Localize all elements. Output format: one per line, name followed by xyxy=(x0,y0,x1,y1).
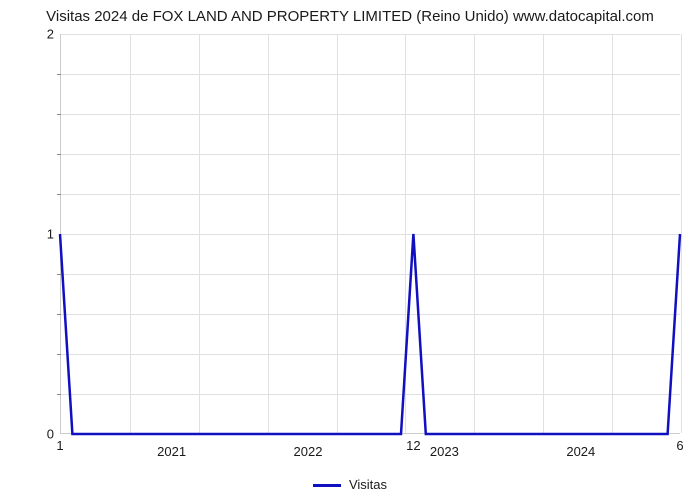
gridline-v xyxy=(681,34,682,433)
legend-label: Visitas xyxy=(349,477,387,492)
chart-title: Visitas 2024 de FOX LAND AND PROPERTY LI… xyxy=(0,8,700,25)
x-tick-label: 2022 xyxy=(294,444,323,459)
line-series xyxy=(60,34,680,434)
y-tick-label: 0 xyxy=(47,427,54,442)
data-point-label: 1 xyxy=(56,438,63,453)
x-tick-label: 2023 xyxy=(430,444,459,459)
legend-swatch xyxy=(313,484,341,487)
y-tick-label: 2 xyxy=(47,27,54,42)
x-tick-label: 2021 xyxy=(157,444,186,459)
legend: Visitas xyxy=(0,477,700,492)
x-tick-label: 2024 xyxy=(566,444,595,459)
y-tick-label: 1 xyxy=(47,227,54,242)
data-point-label: 12 xyxy=(406,438,420,453)
series-path xyxy=(60,234,680,434)
data-point-label: 6 xyxy=(676,438,683,453)
